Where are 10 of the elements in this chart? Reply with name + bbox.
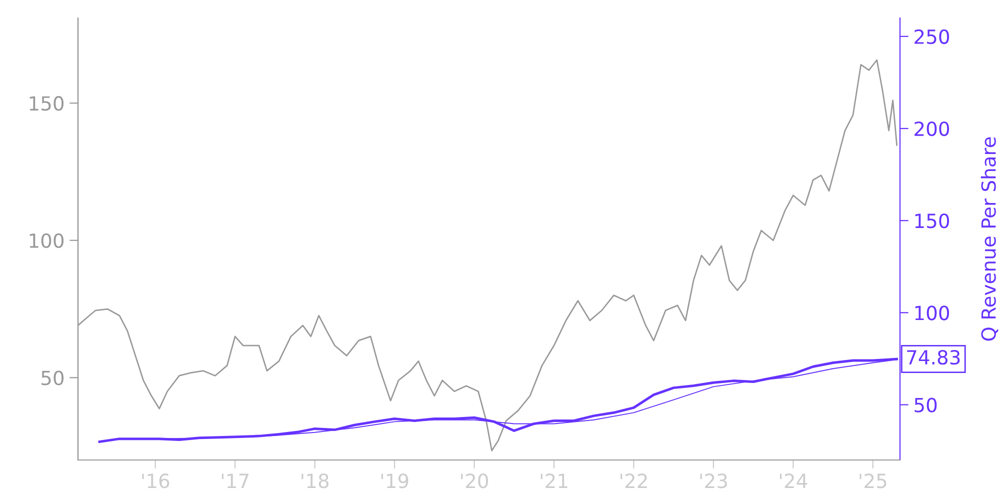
y2-tick-label: 50 bbox=[914, 398, 937, 412]
y-tick-label: 150 bbox=[30, 96, 64, 111]
y-tick-label: 100 bbox=[30, 233, 64, 248]
y-tick-label: 50 bbox=[42, 370, 64, 386]
y2-tick-label: 100 bbox=[915, 306, 950, 320]
y2-tick-label: 250 bbox=[914, 29, 950, 44]
y2-tick-label: 150 bbox=[915, 214, 950, 228]
y2-axis-title: Q Revenue Per Share bbox=[980, 137, 998, 341]
data-label: 74.83 bbox=[907, 350, 960, 365]
y2-tick-label: 200 bbox=[914, 121, 950, 136]
